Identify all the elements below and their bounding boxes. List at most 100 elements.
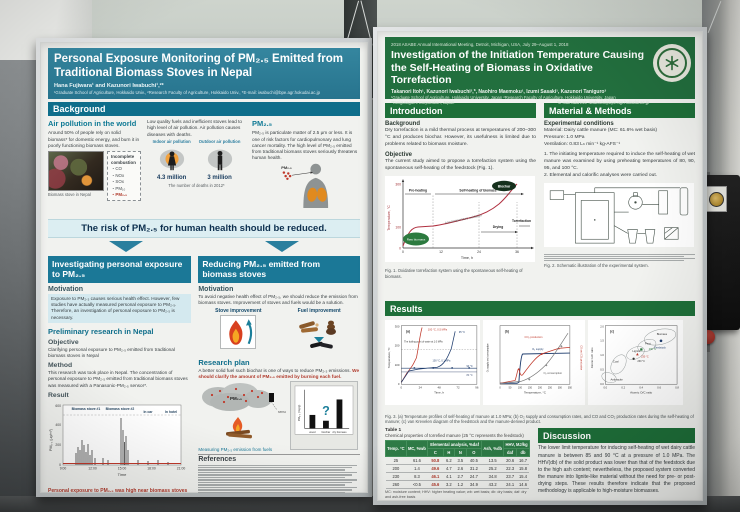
section-header-introduction: Introduction bbox=[385, 103, 536, 118]
woman-silhouette-icon bbox=[159, 149, 184, 170]
svg-text:Biomass stove #2: Biomass stove #2 bbox=[106, 407, 135, 411]
point-260-label: 260 °C bbox=[637, 360, 645, 363]
indoor-label: Indoor air pollution bbox=[152, 138, 191, 144]
pollutant-item: ・PM₁₀ bbox=[111, 185, 126, 191]
phase-labels: Pre-heating Self-heating of biomass Dryi… bbox=[409, 188, 531, 229]
method-item-2: 2. Elemental and calorific analyses were… bbox=[544, 172, 658, 178]
conclusion-highlight: Personal exposure to PM₂.₅ was high near… bbox=[48, 487, 188, 493]
series-a5-label: 80 °C bbox=[467, 374, 473, 377]
references-text-lines bbox=[198, 464, 360, 493]
boiling-point-note: The boiling point of water at 1.0 MPa bbox=[404, 341, 443, 344]
smoke-figure-caption: Measuring PM₂.₅ emission from fuels bbox=[198, 447, 273, 453]
lungs-illustration: PM₂.₅ bbox=[281, 164, 329, 209]
svg-text:Self-heating of biomass: Self-heating of biomass bbox=[459, 188, 496, 192]
svg-text:300: 300 bbox=[395, 182, 401, 186]
svg-text:0.0: 0.0 bbox=[600, 382, 604, 386]
results-charts-row: (a) The boiling point of water at 1.0 MP… bbox=[385, 320, 695, 408]
svg-text:350: 350 bbox=[568, 386, 573, 389]
fuel-improvement: Fuel improvement bbox=[295, 308, 343, 354]
left-poster-authors: Hana Fujiwara¹ and Kazunori Iwabuchi¹,²* bbox=[54, 82, 164, 89]
condition-material: Material: Dairy cattle manure (MC: 61.6%… bbox=[544, 128, 658, 133]
y-axis-label: PM₂.₅ (μg/m³) bbox=[49, 429, 53, 451]
fig3b-gas-chart: (b) O₂ supply CO₂ production O₂ consumpt… bbox=[483, 320, 585, 405]
conference-line: 2018 ASABE Annual International Meeting,… bbox=[391, 42, 569, 47]
svg-text:Biomass: Biomass bbox=[657, 332, 668, 336]
svg-text:0: 0 bbox=[59, 463, 61, 467]
poster-board-right: 2018 ASABE Annual International Meeting,… bbox=[373, 27, 707, 505]
y-axis-ticks: 0 200 400 600 bbox=[55, 404, 61, 467]
right-poster-title: Investigation of the Initiation Temperat… bbox=[391, 49, 644, 87]
fig1-x-label: Time, h bbox=[461, 256, 473, 260]
chart-annotations: Biomass stove #1 Biomass stove #2 In car… bbox=[72, 407, 177, 414]
air-pollution-column: Air pollution in the world Around 50% of… bbox=[48, 119, 141, 216]
research-plan-heading: Research plan bbox=[198, 357, 250, 367]
svg-text:15:00: 15:00 bbox=[118, 466, 127, 470]
fig1-x-ticks: 0 12 24 36 bbox=[402, 250, 519, 254]
left-poster-title-block: Personal Exposure Monitoring of PM₂.₅ Em… bbox=[48, 48, 360, 100]
personal-exposure-chart: Biomass stove #1 Biomass stove #2 In car… bbox=[49, 404, 186, 477]
method-item-1: 1. The initiating temperature required t… bbox=[544, 151, 695, 171]
poster-right: 2018 ASABE Annual International Meeting,… bbox=[377, 31, 703, 501]
hypothesis-bar-chart-box: ? PM₂.₅ (mg/g) wood biochar dry biomass bbox=[290, 381, 359, 451]
table-row: 230 8.3 46.1 4.1 2.7 24.7 34.8 23.7 15.4 bbox=[385, 472, 530, 481]
svg-text:21:00: 21:00 bbox=[177, 466, 186, 470]
fig3b-y-label-right: CO and CO₂ production bbox=[579, 345, 582, 371]
biochar-label: Biochar bbox=[498, 184, 511, 188]
raw-biomass-label: Raw biomass bbox=[407, 237, 426, 241]
fig3b-y-label-left: O₂ supply and consumption bbox=[487, 343, 490, 373]
svg-text:36: 36 bbox=[515, 250, 519, 254]
plan-text: A better solid fuel such biochar is one … bbox=[198, 367, 351, 373]
device-lens-icon bbox=[709, 191, 724, 207]
outdoor-label: Outdoor air pollution bbox=[198, 138, 241, 144]
svg-text:biochar: biochar bbox=[322, 430, 331, 434]
co2-production-label: CO₂ production bbox=[525, 335, 543, 339]
svg-text:Pre-heating: Pre-heating bbox=[409, 188, 427, 192]
fig3a-y-label: Temperature, °C bbox=[387, 347, 391, 368]
oxidation-label: Low temperature oxidation bbox=[444, 213, 482, 225]
fig3c-y-label: Atomic H/C ratio bbox=[590, 347, 594, 368]
svg-text:0.6: 0.6 bbox=[657, 385, 661, 389]
pollutant-item: ・NOx bbox=[111, 172, 125, 178]
section-header-methods: Material & Methods bbox=[544, 103, 695, 118]
deaths-caption: The number of deaths in 2012* bbox=[168, 183, 225, 189]
svg-text:0: 0 bbox=[398, 382, 400, 386]
discussion-text: The lower limit temperature for inducing… bbox=[537, 445, 695, 494]
svg-text:0: 0 bbox=[402, 250, 404, 254]
svg-text:100: 100 bbox=[395, 225, 401, 229]
preliminary-heading: Preliminary research in Nepal bbox=[48, 326, 154, 336]
svg-text:200: 200 bbox=[538, 386, 543, 389]
fig3a-temperature-chart: (a) The boiling point of water at 1.0 MP… bbox=[385, 320, 480, 405]
svg-text:0.5: 0.5 bbox=[600, 368, 604, 372]
fig3b-x-label: Temperature, °C bbox=[524, 391, 547, 395]
svg-text:Drying: Drying bbox=[493, 225, 503, 229]
series-a2-label: 100 °C, 0.1 MPa bbox=[433, 360, 452, 363]
flame-icon bbox=[229, 319, 253, 345]
svg-text:0: 0 bbox=[499, 386, 501, 389]
flow-arrows bbox=[48, 241, 360, 253]
svg-text:0: 0 bbox=[399, 246, 401, 250]
section-header-background: Background bbox=[48, 102, 360, 117]
series-a4-label: 90 °C bbox=[467, 365, 473, 368]
fig3a-y-ticks: 0 100 200 300 bbox=[395, 325, 400, 387]
series-a3-label: 95 °C bbox=[459, 331, 465, 334]
svg-text:400: 400 bbox=[55, 423, 61, 427]
svg-text:300: 300 bbox=[558, 386, 563, 389]
condition-pressure: Pressure: 1.0 MPa bbox=[544, 134, 585, 140]
fig3c-x-label: Atomic O/C ratio bbox=[630, 391, 652, 395]
indoor-deaths-value: 4.3 million bbox=[157, 174, 187, 181]
fig1-y-label: Temperature, °C bbox=[387, 205, 391, 231]
fuel-improvement-label: Fuel improvement bbox=[297, 307, 341, 314]
motivation-text-2: To avoid negative health effect of PM₂.₅… bbox=[198, 293, 358, 305]
point-200-label: 200 °C bbox=[649, 348, 657, 351]
method-text: This research was took place in Nepal. T… bbox=[48, 370, 188, 388]
svg-text:In hotel: In hotel bbox=[165, 410, 177, 414]
discussion-section: Discussion The lower limit temperature f… bbox=[537, 428, 695, 495]
pollutant-item: ・SOx bbox=[111, 179, 124, 185]
svg-text:18:00: 18:00 bbox=[147, 466, 156, 470]
stove-improvement-label: Stove improvement bbox=[215, 307, 262, 314]
callout-title: Incomplete combustion bbox=[111, 153, 136, 165]
outdoor-pollution-figure: Outdoor air pollution 3 million bbox=[198, 138, 241, 183]
biomass-stove-photo bbox=[48, 150, 104, 191]
svg-text:600: 600 bbox=[55, 404, 61, 408]
poster-board-left: Personal Exposure Monitoring of PM₂.₅ Em… bbox=[36, 38, 372, 497]
